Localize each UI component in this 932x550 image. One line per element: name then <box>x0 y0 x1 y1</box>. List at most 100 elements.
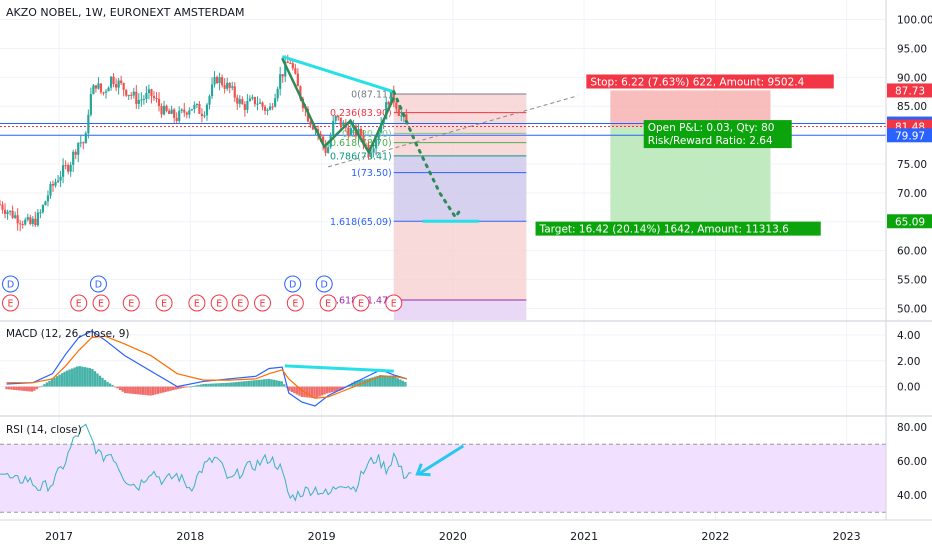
fib-level-label: 0.5(80.30) <box>342 129 392 140</box>
earnings-marker[interactable]: E <box>92 294 110 312</box>
earnings-marker[interactable]: E <box>231 294 249 312</box>
macd-histogram-bar <box>50 379 54 387</box>
earnings-marker[interactable]: E <box>70 294 88 312</box>
trendline[interactable] <box>281 55 395 94</box>
earnings-marker[interactable]: E <box>155 294 173 312</box>
target-label[interactable]: Target: 16.42 (20.14%) 1642, Amount: 113… <box>535 221 821 236</box>
marker-letter: E <box>358 299 364 310</box>
macd-histogram-bar <box>320 386 324 396</box>
macd-histogram-bar <box>315 386 319 398</box>
zigzag-pattern[interactable] <box>281 57 395 156</box>
candle-body <box>140 99 143 101</box>
event-markers[interactable]: D D D DE E E E E E E E E E E E E <box>2 275 403 312</box>
earnings-marker[interactable]: E <box>385 294 403 312</box>
macd-pane[interactable]: 0.00 2.00 4.00 <box>0 330 920 407</box>
earnings-marker[interactable]: E <box>122 294 140 312</box>
macd-histogram-bar <box>171 386 175 391</box>
candle-body <box>334 115 337 121</box>
candle-body <box>94 85 98 89</box>
candle-body <box>405 114 408 122</box>
rsi-arrow-shaft[interactable] <box>419 444 465 475</box>
candle-body <box>215 76 219 84</box>
time-tick-label: 2018 <box>176 530 204 543</box>
rsi-arrow-head[interactable] <box>415 463 431 477</box>
dividend-marker[interactable]: D <box>89 275 107 293</box>
macd-histogram-bar <box>35 386 39 390</box>
price-pane[interactable]: 0(87.11) 0.236(83.90) 0.5(80.30)0.618(78.7… <box>0 0 886 520</box>
projected-path[interactable] <box>392 90 464 220</box>
marker-letter: D <box>289 280 296 291</box>
earnings-marker[interactable]: E <box>319 294 337 312</box>
macd-histogram-bar <box>15 386 18 391</box>
drawings[interactable]: Stop: 6.22 (7.63%) 622, Amount: 9502.4 Ta… <box>281 55 834 236</box>
candle-body <box>253 97 257 105</box>
candle-body <box>46 195 50 202</box>
marker-letter: E <box>128 299 134 310</box>
earnings-marker[interactable]: E <box>352 294 370 312</box>
candle-body <box>44 201 47 206</box>
rsi-pane[interactable]: 40.00 60.00 80.00 <box>0 422 927 513</box>
macd-histogram-bar <box>396 378 400 387</box>
candle-body <box>130 94 133 96</box>
earnings-marker[interactable]: E <box>188 294 206 312</box>
earnings-marker[interactable]: E <box>2 294 20 312</box>
candle-body <box>210 84 214 97</box>
time-scale[interactable]: 2017 2018 2019 2020 2021 2022 2023 <box>45 530 861 543</box>
macd-divergence-line[interactable] <box>284 364 394 373</box>
candle-body <box>51 183 55 186</box>
earnings-marker[interactable]: E <box>286 294 304 312</box>
marker-circle <box>286 294 304 312</box>
candle-body <box>208 96 211 105</box>
stop-label[interactable]: Stop: 6.22 (7.63%) 622, Amount: 9502.4 <box>586 74 834 89</box>
marker-circle <box>254 294 272 312</box>
candle-body <box>375 139 378 149</box>
macd-histogram-bar <box>113 386 117 388</box>
price-tick-label: 55.00 <box>897 275 927 287</box>
candle-body <box>82 142 85 144</box>
marker-letter: E <box>7 299 13 310</box>
fib-fill-band <box>393 155 527 222</box>
candle-body <box>263 106 267 111</box>
candle-body <box>281 74 284 77</box>
macd-histogram-bar <box>141 386 145 395</box>
candle-body <box>97 83 100 89</box>
candle-body <box>251 97 254 99</box>
macd-histogram-bar <box>106 381 109 387</box>
candle-body <box>248 98 251 101</box>
rsi-band <box>0 444 886 513</box>
candle-body <box>165 105 168 111</box>
candle-body <box>67 165 70 172</box>
candle-body <box>349 128 352 136</box>
dividend-marker[interactable]: D <box>315 275 333 293</box>
projection-line[interactable] <box>328 95 578 168</box>
candle-body <box>188 110 191 115</box>
macd-histogram-bar <box>38 386 41 388</box>
macd-histogram-bar <box>76 366 79 387</box>
dividend-marker[interactable]: D <box>2 275 20 293</box>
macd-histogram-bar <box>78 366 81 387</box>
earnings-marker[interactable]: E <box>254 294 272 312</box>
macd-histogram-bar <box>245 381 248 387</box>
candle-body <box>79 142 82 144</box>
macd-histogram-bar <box>136 386 140 395</box>
macd-histogram-bar <box>391 376 394 387</box>
macd-histogram-bar <box>126 386 129 394</box>
price-tag-text: 65.09 <box>895 216 925 228</box>
macd-histogram-bar <box>358 380 362 387</box>
candle-body <box>147 89 151 94</box>
macd-histogram-bar <box>295 386 299 395</box>
candle-body <box>241 99 244 105</box>
marker-circle <box>122 294 140 312</box>
candle-body <box>132 91 135 96</box>
macd-histogram-bar <box>381 375 384 387</box>
rsi-line <box>0 423 412 502</box>
marker-letter: E <box>292 299 298 310</box>
candle-body <box>0 204 2 206</box>
macd-histogram-bar <box>53 377 56 387</box>
earnings-marker[interactable]: E <box>210 294 228 312</box>
dividend-marker[interactable]: D <box>284 275 302 293</box>
candle-body <box>152 96 156 98</box>
candle-body <box>24 219 27 225</box>
marker-letter: E <box>194 299 200 310</box>
